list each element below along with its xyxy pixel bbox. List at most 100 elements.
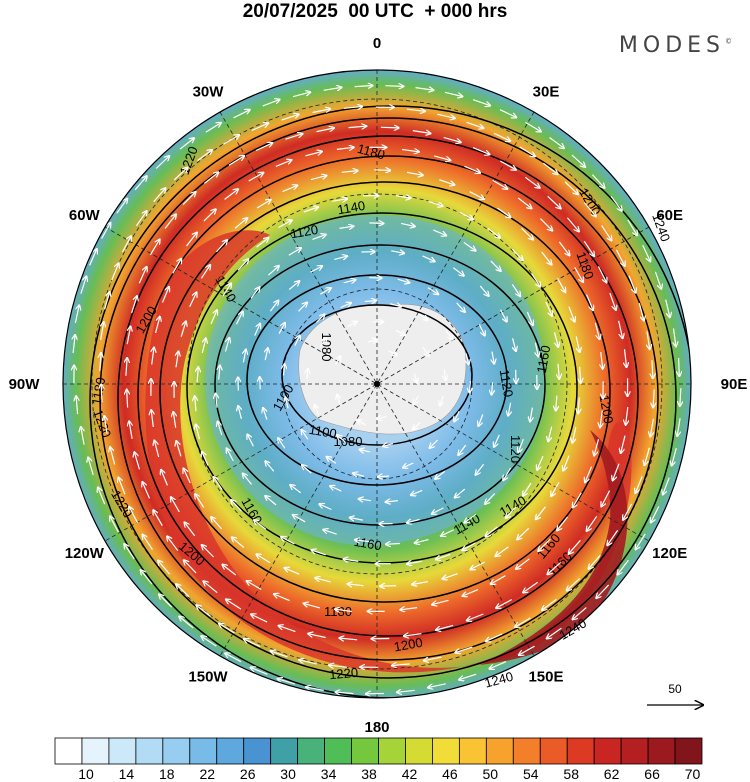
wind-arrow	[226, 599, 242, 610]
colorbar-tick-label: 34	[321, 766, 337, 782]
wind-arrow	[247, 434, 254, 447]
wind-arrow	[536, 506, 546, 520]
wind-arrow	[500, 309, 507, 322]
wind-arrow	[228, 156, 244, 166]
wind-arrow	[542, 598, 557, 610]
wind-arrow	[407, 109, 425, 111]
wind-arrow	[385, 86, 403, 87]
wind-arrow	[459, 211, 473, 219]
wind-arrow	[549, 137, 565, 149]
wind-arrow	[383, 444, 394, 447]
wind-arrow	[303, 207, 318, 213]
wind-arrow	[369, 223, 383, 224]
wind-arrow	[462, 542, 476, 550]
wind-arrow	[319, 504, 332, 511]
wind-arrow	[508, 402, 511, 416]
wind-arrow	[80, 277, 87, 294]
wind-arrow	[154, 441, 160, 458]
wind-arrow	[613, 463, 620, 481]
colorbar-box	[405, 737, 433, 765]
wind-arrow	[436, 624, 454, 630]
wind-arrow	[196, 605, 211, 617]
wind-arrow	[329, 665, 347, 667]
wind-arrow	[487, 228, 500, 238]
wind-arrow	[104, 416, 107, 434]
wind-arrow	[389, 304, 401, 307]
wind-arrow	[121, 236, 131, 253]
wind-arrow	[414, 395, 419, 404]
wind-arrow	[580, 366, 581, 383]
wind-arrow	[315, 405, 319, 415]
wind-arrow	[327, 457, 337, 464]
wind-arrow	[567, 577, 581, 590]
wind-arrow	[233, 110, 250, 119]
wind-arrow	[284, 364, 285, 376]
wind-arrow	[203, 209, 216, 222]
wind-arrow	[254, 520, 267, 530]
wind-arrow	[332, 199, 347, 202]
wind-arrow	[412, 131, 431, 134]
wind-arrow	[294, 335, 300, 346]
wind-arrow	[601, 490, 611, 507]
wind-arrow	[571, 154, 585, 167]
wind-arrow	[256, 554, 271, 564]
wind-arrow	[490, 661, 507, 669]
colorbar-box	[378, 737, 406, 765]
wind-arrow	[403, 462, 414, 468]
wind-arrow	[159, 594, 173, 608]
wind-arrow	[118, 478, 126, 495]
colorbar-box	[432, 737, 460, 765]
wind-arrow	[466, 353, 469, 364]
wind-arrow	[126, 327, 130, 345]
wind-arrow	[539, 218, 552, 231]
wind-arrow	[189, 292, 197, 308]
wind-arrow	[572, 426, 577, 443]
wind-arrow	[380, 586, 397, 587]
contour-label: 1220	[329, 665, 359, 682]
map-boundary	[62, 69, 692, 699]
wind-arrow	[271, 651, 288, 658]
wind-arrow	[458, 444, 467, 455]
wind-arrow	[432, 599, 449, 604]
wind-arrow	[618, 320, 623, 338]
wind-arrow	[219, 366, 220, 380]
wind-arrow	[651, 506, 660, 522]
wind-arrow	[674, 328, 676, 347]
wind-arrow	[513, 338, 516, 351]
wind-arrow	[200, 265, 210, 279]
colorbar-tick-label: 46	[442, 766, 458, 782]
wind-arrow	[467, 613, 484, 621]
wind-arrow	[127, 390, 128, 408]
wind-arrow	[476, 463, 485, 475]
colorbar-tick-label: 10	[78, 766, 94, 782]
wind-arrow	[538, 538, 551, 551]
wind-arrow	[615, 249, 625, 266]
wind-arrow	[197, 150, 213, 162]
south-pole-marker	[374, 381, 380, 387]
wind-arrow	[442, 573, 458, 579]
colorbar-box	[324, 737, 352, 765]
contour-label: 1100	[308, 422, 338, 442]
wind-arrow	[575, 336, 580, 352]
wind-arrow	[594, 322, 599, 339]
longitude-label: 60E	[656, 207, 683, 224]
wind-arrow	[302, 430, 309, 440]
contour-1180	[137, 155, 639, 637]
contour-label: 1120	[497, 368, 517, 398]
colorbar-box	[162, 737, 191, 765]
wind-arrow	[176, 584, 190, 598]
wind-arrow	[330, 486, 342, 492]
wind-arrow	[182, 192, 196, 206]
wind-arrow	[677, 418, 680, 436]
wind-arrow	[623, 503, 633, 520]
contour-label: 1120	[289, 222, 319, 242]
wind-arrow	[278, 323, 285, 334]
wind-arrow	[256, 238, 269, 248]
wind-arrow	[225, 653, 242, 663]
wind-arrow	[143, 535, 153, 550]
wind-arrow	[524, 176, 539, 188]
wind-arrow	[665, 299, 670, 318]
wind-arrow	[556, 395, 557, 411]
colorbar: 10 14 18 22 26 30 34 38 42 46 50 54 58 62 66 70	[54, 737, 703, 782]
